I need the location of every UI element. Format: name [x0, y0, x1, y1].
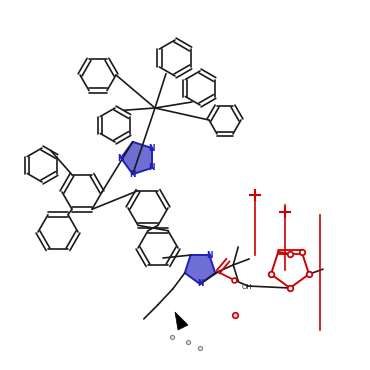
Text: N: N — [148, 144, 155, 152]
Text: N: N — [206, 250, 213, 260]
Text: N: N — [148, 164, 155, 172]
Polygon shape — [175, 312, 188, 330]
Text: OH: OH — [241, 284, 252, 290]
Text: N: N — [197, 279, 203, 289]
Text: N: N — [118, 154, 124, 162]
Polygon shape — [185, 255, 215, 284]
Text: N: N — [130, 170, 136, 179]
Polygon shape — [121, 142, 152, 174]
